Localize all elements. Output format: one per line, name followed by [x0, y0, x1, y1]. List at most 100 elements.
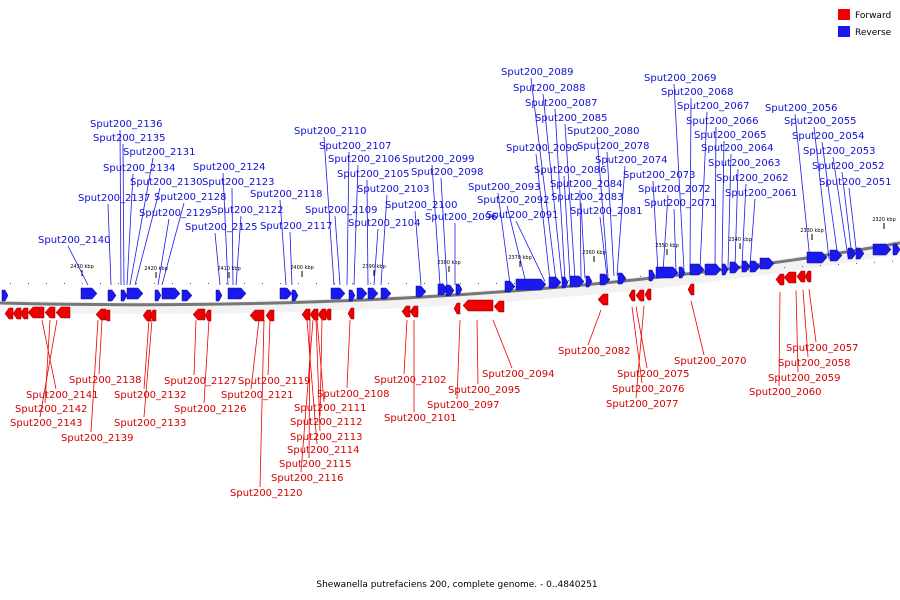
reverse-gene-arrow: [415, 285, 427, 298]
reverse-gene-label: Sput200_2078: [577, 141, 650, 152]
forward-gene-arrow: [249, 309, 265, 322]
reverse-gene-label: Sput200_2085: [535, 113, 608, 124]
reverse-leader-line: [714, 126, 717, 268]
reverse-gene-label: Sput200_2137: [78, 193, 151, 204]
reverse-gene-label: Sput200_2124: [193, 162, 266, 173]
reverse-gene-arrow: [1, 289, 9, 302]
axis-dot: [298, 283, 299, 284]
reverse-gene-arrow: [154, 289, 162, 302]
forward-gene-arrow: [462, 299, 494, 312]
genome-caption: Shewanella putrefaciens 200, complete ge…: [316, 580, 597, 590]
reverse-gene-arrow: [356, 287, 368, 300]
forward-leader-line: [795, 290, 799, 373]
forward-gene-label: Sput200_2139: [61, 433, 134, 444]
forward-gene-arrow: [804, 270, 812, 283]
reverse-leader-line: [126, 173, 134, 286]
forward-gene-arrow: [324, 308, 332, 321]
forward-leader-line: [346, 319, 351, 389]
reverse-gene-label: Sput200_2083: [551, 192, 624, 203]
reverse-gene-label: Sput200_2081: [570, 206, 643, 217]
forward-gene-label: Sput200_2059: [768, 373, 841, 384]
reverse-gene-label: Sput200_2067: [677, 101, 750, 112]
reverse-leader-line: [689, 97, 692, 270]
reverse-gene-arrow: [181, 289, 193, 302]
reverse-leader-line: [222, 172, 229, 286]
forward-gene-arrow: [409, 305, 419, 318]
axis-dot: [838, 263, 839, 265]
axis-tick-label: 2330 kbp: [800, 228, 824, 234]
reverse-gene-arrow: [126, 287, 144, 300]
reverse-leader-line: [580, 202, 586, 279]
reverse-gene-arrow: [548, 276, 562, 289]
axis-dot: [460, 283, 461, 284]
axis-dot: [496, 283, 497, 284]
reverse-gene-label: Sput200_2064: [701, 143, 774, 154]
axis-tick-label: 2320 kbp: [872, 217, 896, 223]
reverse-gene-arrow: [445, 284, 455, 297]
reverse-gene-label: Sput200_2106: [328, 154, 401, 165]
axis-dot: [208, 283, 209, 284]
forward-leader-line: [476, 319, 479, 385]
reverse-leader-line: [346, 151, 350, 286]
forward-gene-arrow: [44, 306, 56, 319]
forward-gene-arrow: [19, 307, 29, 320]
forward-gene-label: Sput200_2132: [114, 390, 187, 401]
reverse-gene-label: Sput200_2109: [305, 205, 378, 216]
reverse-gene-arrow: [80, 287, 98, 300]
reverse-leader-line: [119, 129, 122, 286]
reverse-gene-label: Sput200_2073: [623, 170, 696, 181]
reverse-leader-line: [794, 113, 811, 261]
reverse-gene-label: Sput200_2091: [486, 210, 559, 221]
forward-gene-arrow: [597, 293, 609, 306]
reverse-leader-line: [727, 153, 732, 267]
reverse-gene-arrow: [437, 283, 449, 296]
reverse-leader-line: [157, 218, 170, 286]
reverse-leader-line: [431, 164, 441, 286]
reverse-leader-line: [535, 153, 551, 282]
reverse-gene-label: Sput200_2056: [765, 103, 838, 114]
forward-gene-label: Sput200_2094: [482, 369, 555, 380]
axis-dot: [82, 283, 83, 284]
reverse-gene-arrow: [504, 280, 516, 293]
reverse-leader-line: [564, 123, 576, 280]
axis-dot: [424, 283, 425, 284]
reverse-leader-line: [741, 183, 747, 266]
axis-dot: [262, 283, 263, 284]
reverse-leader-line: [599, 216, 608, 277]
reverse-gene-label: Sput200_2123: [202, 177, 275, 188]
axis-dot: [478, 283, 479, 284]
forward-gene-arrow: [635, 289, 645, 302]
axis-dot: [514, 283, 515, 284]
forward-leader-line: [492, 319, 513, 369]
reverse-leader-line: [366, 179, 369, 286]
reverse-gene-label: Sput200_2105: [337, 169, 410, 180]
forward-gene-label: Sput200_2115: [279, 459, 352, 470]
reverse-gene-label: Sput200_2096: [425, 212, 498, 223]
forward-leader-line: [808, 289, 817, 343]
reverse-leader-line: [414, 210, 422, 286]
axis-dot: [568, 280, 569, 282]
reverse-gene-label: Sput200_2125: [185, 222, 258, 233]
reverse-leader-line: [67, 245, 89, 286]
reverse-gene-label: Sput200_2104: [348, 218, 421, 229]
forward-gene-label: Sput200_2111: [294, 403, 367, 414]
reverse-gene-label: Sput200_2117: [260, 221, 333, 232]
reverse-leader-line: [231, 187, 234, 286]
forward-gene-label: Sput200_2108: [317, 389, 390, 400]
axis-dot: [334, 283, 335, 284]
reverse-leader-line: [734, 168, 739, 267]
reverse-leader-line: [122, 143, 125, 286]
reverse-leader-line: [616, 165, 626, 276]
reverse-gene-label: Sput200_2103: [357, 184, 430, 195]
forward-gene-label: Sput200_2138: [69, 375, 142, 386]
forward-gene-label: Sput200_2113: [290, 432, 363, 443]
reverse-gene-label: Sput200_2074: [595, 155, 668, 166]
forward-gene-arrow: [453, 302, 461, 315]
reverse-gene-label: Sput200_2072: [638, 184, 711, 195]
legend-forward-swatch: [838, 9, 850, 20]
legend-reverse-label: Reverse: [855, 28, 892, 38]
reverse-gene-arrow: [847, 247, 857, 260]
forward-leader-line: [306, 319, 318, 445]
reverse-gene-arrow: [279, 287, 293, 300]
forward-leader-line: [587, 309, 602, 346]
